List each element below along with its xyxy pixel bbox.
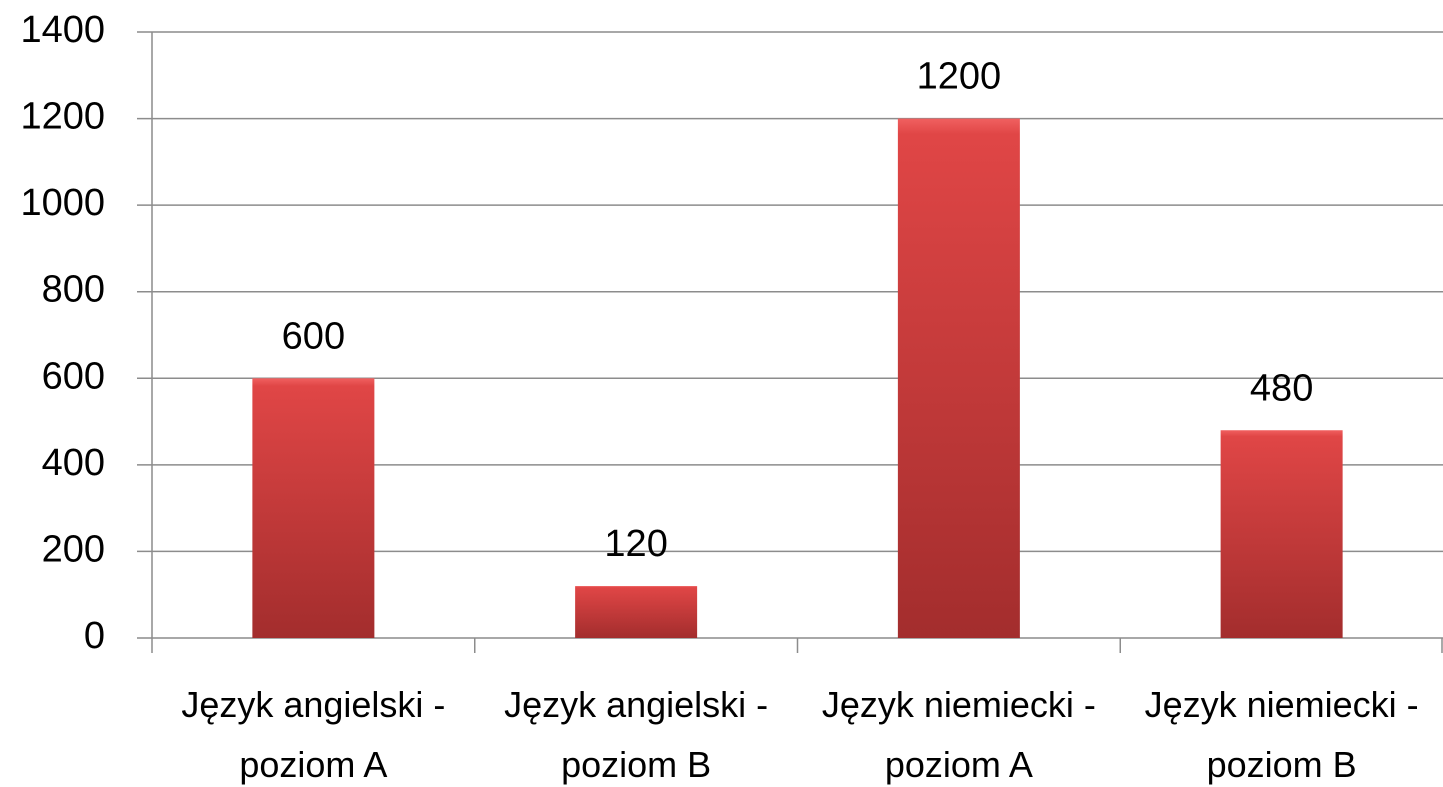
- bar: [575, 586, 698, 638]
- bar: [897, 118, 1020, 639]
- x-tick-label: Język angielski - poziom B: [504, 684, 769, 785]
- bar: [252, 378, 375, 638]
- y-tick-label: 200: [42, 528, 105, 570]
- y-tick-label: 1000: [20, 182, 105, 224]
- data-label: 600: [282, 315, 345, 357]
- data-label: 480: [1250, 367, 1313, 409]
- y-tick-label: 1400: [20, 9, 105, 51]
- x-tick-label: Język angielski - poziom A: [181, 684, 446, 785]
- data-label: 1200: [917, 56, 1002, 98]
- y-tick-label: 0: [84, 615, 105, 657]
- y-tick-label: 1200: [20, 96, 105, 138]
- y-tick-label: 800: [42, 269, 105, 311]
- x-tick-label: Język niemiecki - poziom A: [821, 684, 1096, 785]
- y-tick-label: 400: [42, 442, 105, 484]
- bar: [1220, 430, 1343, 638]
- x-tick-label: Język niemiecki - poziom B: [1144, 684, 1419, 785]
- data-label: 120: [604, 523, 667, 565]
- y-tick-label: 600: [42, 355, 105, 397]
